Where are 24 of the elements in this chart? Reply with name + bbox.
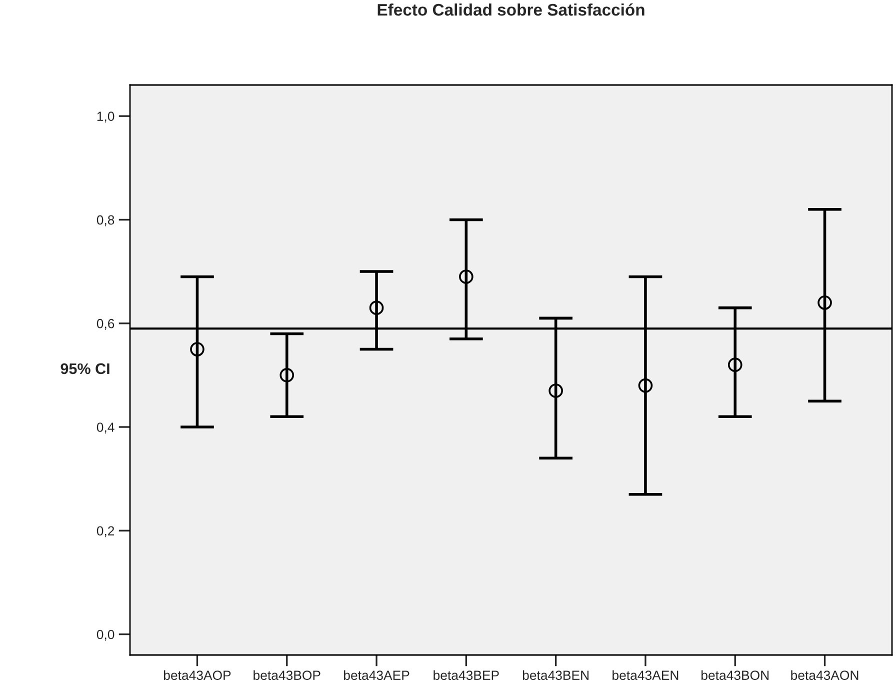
y-tick-label: 0,2 <box>96 526 114 538</box>
point <box>638 378 653 393</box>
x-tick-label: beta43AEN <box>612 670 678 680</box>
point <box>548 384 563 398</box>
x-tick-label: beta43AOP <box>164 670 231 680</box>
point <box>818 295 832 310</box>
point <box>369 300 384 315</box>
y-tick-label: 1,0 <box>97 112 114 123</box>
x-tick-label: beta43BON <box>701 670 769 680</box>
y-axis-title: 95% CI <box>60 363 110 374</box>
chart-title: Efecto Calidad sobre Satisfacción <box>378 3 644 16</box>
y-tick-label: 0,8 <box>96 215 114 226</box>
point <box>190 342 204 356</box>
x-tick-label: beta43BEN <box>522 670 588 680</box>
y-tick-label: 0,6 <box>96 318 114 330</box>
x-tick-label: beta43AON <box>791 670 858 680</box>
point <box>728 358 742 372</box>
point <box>280 368 294 382</box>
x-tick-label: beta43BOP <box>254 670 320 680</box>
point <box>459 270 474 284</box>
x-tick-label: beta43AEP <box>344 670 410 680</box>
y-tick-label: 0,4 <box>96 422 114 434</box>
y-tick-label: 0,0 <box>96 630 114 641</box>
x-tick-label: beta43BEP <box>434 670 499 680</box>
